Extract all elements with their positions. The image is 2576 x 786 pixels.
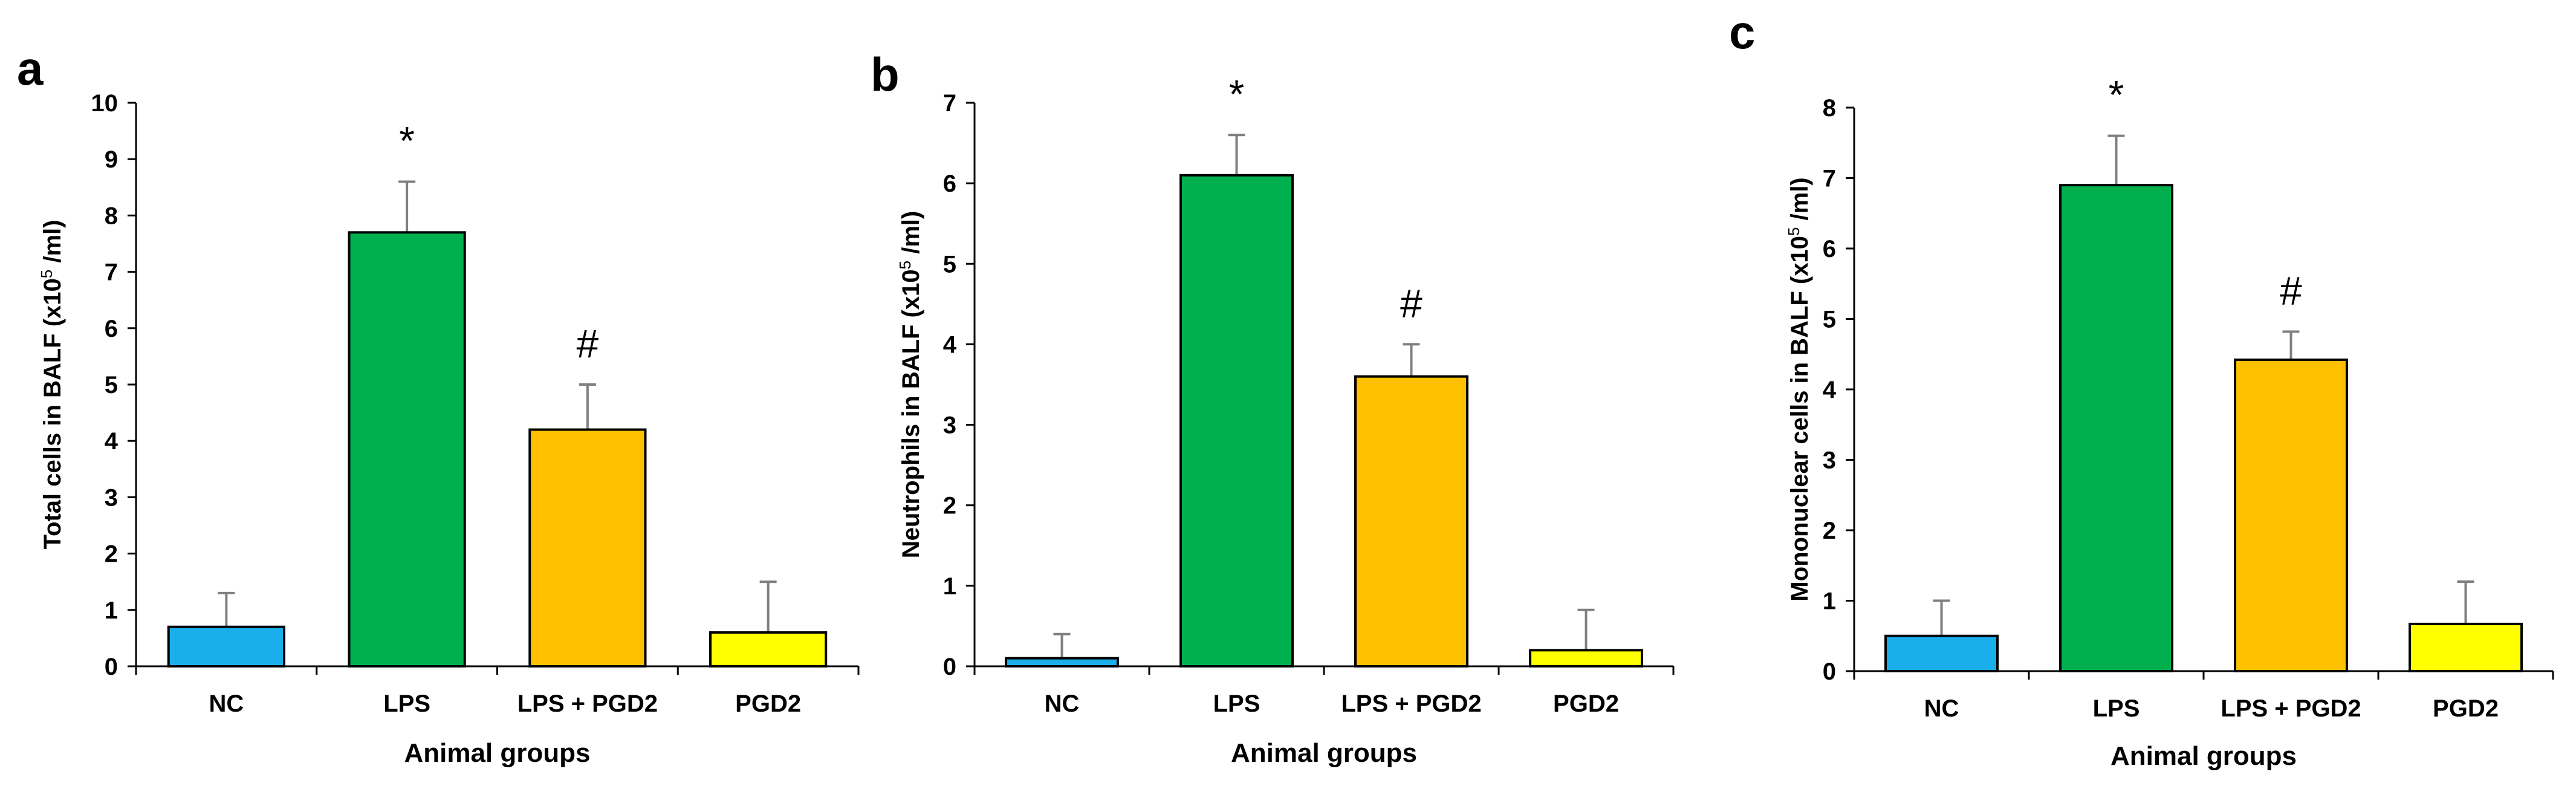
y-tick-label: 1 bbox=[943, 573, 956, 600]
x-category-label: PGD2 bbox=[735, 690, 801, 717]
panel-letter: b bbox=[871, 48, 900, 101]
bar-lps-pgd2 bbox=[2234, 359, 2348, 672]
significance-marker: * bbox=[399, 118, 415, 163]
y-tick-label: 0 bbox=[1823, 658, 1836, 685]
y-tick-label: 1 bbox=[1823, 588, 1836, 615]
y-axis-label-superscript: 5 bbox=[896, 261, 914, 269]
x-category-label: LPS bbox=[383, 690, 430, 717]
y-tick-label: 6 bbox=[105, 316, 118, 342]
x-category-label: LPS + PGD2 bbox=[2221, 695, 2361, 722]
y-axis-label: Total cells in BALF (x105 /ml) bbox=[37, 220, 66, 550]
y-tick-label: 4 bbox=[943, 331, 957, 358]
y-tick-label: 5 bbox=[105, 372, 118, 398]
y-axis-label: Mononuclear cells in BALF (x105 /ml) bbox=[1785, 177, 1813, 601]
y-tick-label: 3 bbox=[1823, 447, 1836, 474]
significance-marker: * bbox=[2109, 73, 2124, 117]
bar-pgd2 bbox=[709, 631, 828, 667]
bar-lps-pgd2 bbox=[528, 428, 647, 667]
bar-nc bbox=[1005, 657, 1119, 667]
x-axis-label: Animal groups bbox=[404, 738, 590, 768]
significance-marker: # bbox=[1400, 281, 1423, 325]
bar-lps bbox=[1179, 174, 1294, 668]
significance-marker: * bbox=[1229, 71, 1245, 116]
panel-b-chart: b 0 1 2 3 4 5 6 7 NC LPS * LPS + PGD2 # PGD2 Animal gro… bbox=[871, 48, 1675, 768]
y-tick-label: 5 bbox=[943, 251, 956, 278]
panel-letter: c bbox=[1729, 5, 1755, 59]
y-tick-label: 5 bbox=[1823, 307, 1836, 333]
y-axis-label-unit: /ml) bbox=[898, 211, 924, 261]
y-axis-label-text: Neutrophils in BALF (x10 bbox=[898, 269, 924, 558]
bar-lps bbox=[2059, 184, 2173, 672]
x-category-label: LPS bbox=[2093, 695, 2140, 722]
y-tick-label: 2 bbox=[1823, 518, 1836, 544]
bar-lps-pgd2 bbox=[1354, 375, 1468, 668]
y-axis-label-superscript: 5 bbox=[37, 270, 56, 278]
y-tick-label: 7 bbox=[943, 90, 956, 117]
y-axis-label-superscript: 5 bbox=[1785, 227, 1803, 236]
y-tick-label: 4 bbox=[1823, 377, 1837, 403]
y-tick-label: 10 bbox=[91, 90, 118, 117]
y-axis-label-text: Mononuclear cells in BALF (x10 bbox=[1786, 236, 1813, 602]
bar-lps bbox=[348, 231, 466, 667]
y-tick-label: 9 bbox=[105, 146, 118, 173]
y-tick-label: 3 bbox=[105, 484, 118, 511]
y-axis-label-unit: /ml) bbox=[1786, 177, 1813, 227]
panel-a-chart: a 0 1 2 3 4 5 6 7 8 9 10 NC LPS * LPS + PGD2 # PGD2 Animal… bbox=[17, 42, 860, 768]
y-tick-label: 6 bbox=[943, 171, 956, 197]
y-tick-label: 7 bbox=[1823, 166, 1836, 192]
y-tick-label: 7 bbox=[105, 259, 118, 286]
y-tick-label: 6 bbox=[1823, 236, 1836, 262]
y-tick-label: 8 bbox=[1823, 95, 1836, 122]
significance-marker: # bbox=[577, 321, 599, 366]
bar-nc bbox=[167, 625, 285, 668]
x-category-label: LPS + PGD2 bbox=[1341, 690, 1481, 717]
x-category-label: NC bbox=[1045, 690, 1080, 717]
y-tick-label: 2 bbox=[105, 541, 118, 568]
y-tick-label: 1 bbox=[105, 597, 118, 624]
x-axis-label: Animal groups bbox=[2110, 741, 2297, 771]
x-category-label: NC bbox=[1924, 695, 1959, 722]
y-axis-label: Neutrophils in BALF (x105 /ml) bbox=[896, 211, 924, 559]
y-tick-label: 4 bbox=[105, 428, 118, 455]
y-axis-label-unit: /ml) bbox=[39, 220, 66, 270]
bar-pgd2 bbox=[2409, 622, 2523, 672]
y-axis-label-text: Total cells in BALF (x10 bbox=[39, 278, 66, 549]
x-category-label: PGD2 bbox=[2433, 695, 2499, 722]
x-category-label: LPS bbox=[1213, 690, 1260, 717]
panel-c-chart: c 0 1 2 3 4 5 6 7 8 NC LPS * LPS + PGD2 # PGD2 Animal gr… bbox=[1729, 5, 2554, 771]
y-tick-label: 8 bbox=[105, 203, 118, 229]
bar-nc bbox=[1884, 634, 1999, 672]
y-tick-label: 3 bbox=[943, 412, 956, 439]
panel-letter: a bbox=[17, 42, 44, 95]
x-category-label: NC bbox=[209, 690, 244, 717]
y-tick-label: 0 bbox=[105, 654, 118, 680]
x-axis-label: Animal groups bbox=[1231, 738, 1417, 768]
x-category-label: PGD2 bbox=[1553, 690, 1619, 717]
y-tick-label: 0 bbox=[943, 654, 956, 680]
y-tick-label: 2 bbox=[943, 493, 956, 519]
significance-marker: # bbox=[2280, 268, 2302, 313]
x-category-label: LPS + PGD2 bbox=[517, 690, 658, 717]
bar-pgd2 bbox=[1529, 649, 1643, 668]
